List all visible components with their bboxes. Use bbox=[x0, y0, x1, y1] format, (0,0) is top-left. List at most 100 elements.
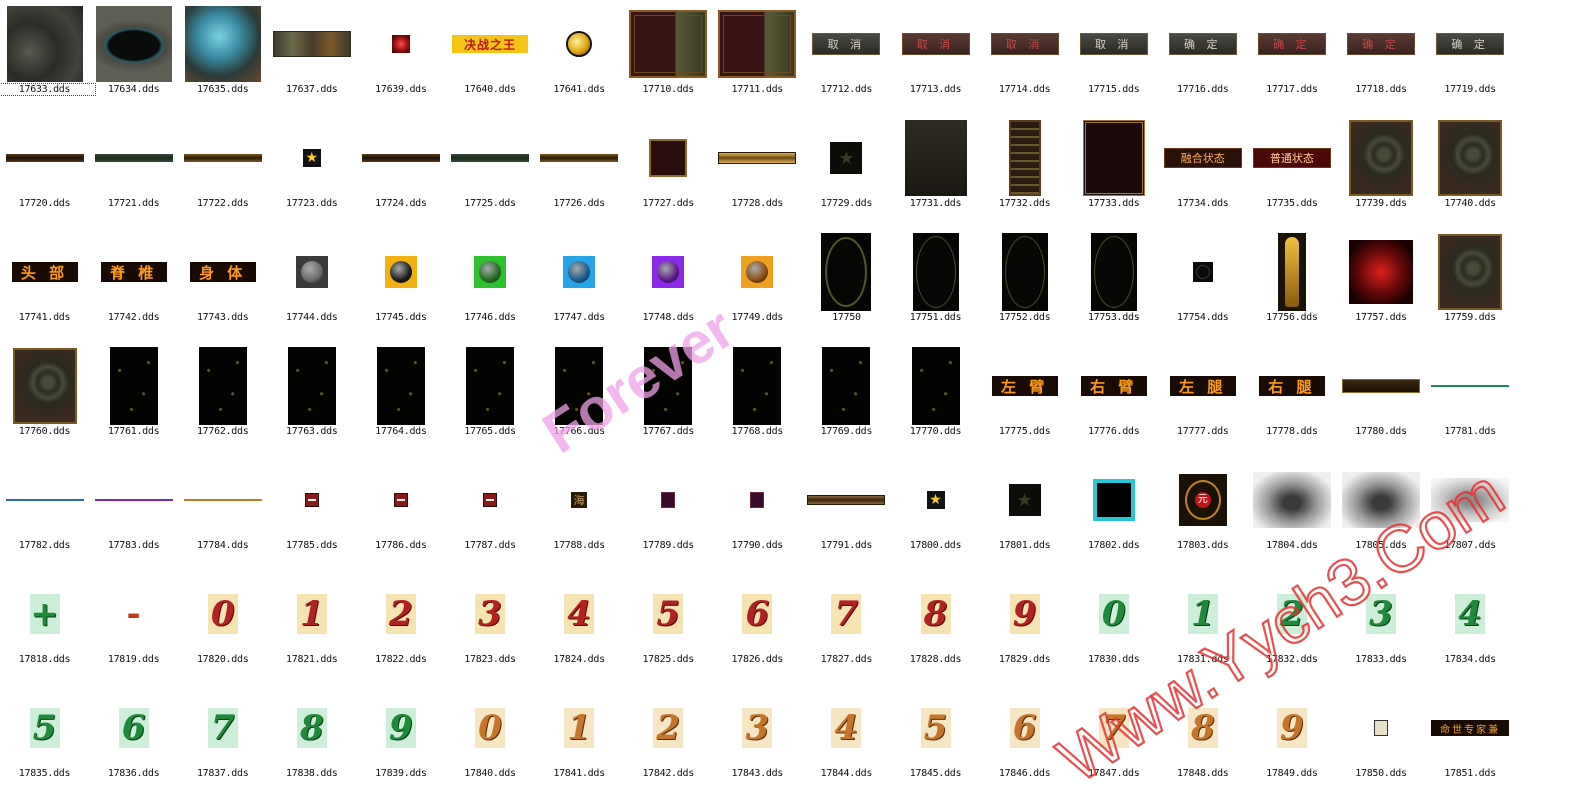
thumbnail-image[interactable] bbox=[624, 342, 713, 430]
thumbnail-image[interactable] bbox=[0, 0, 89, 88]
thumbnail-item[interactable]: 17732.dds bbox=[980, 114, 1069, 228]
thumbnail-item[interactable]: 17639.dds bbox=[356, 0, 445, 114]
thumbnail-item[interactable]: 2 17822.dds bbox=[356, 570, 445, 684]
thumbnail-item[interactable]: 3 17833.dds bbox=[1337, 570, 1426, 684]
thumbnail-image[interactable]: 元 bbox=[1158, 456, 1247, 544]
thumbnail-item[interactable]: 17791.dds bbox=[802, 456, 891, 570]
thumbnail-image[interactable]: 决战之王 bbox=[446, 0, 535, 88]
thumbnail-image[interactable]: 3 bbox=[1337, 570, 1426, 658]
thumbnail-image[interactable] bbox=[267, 228, 356, 316]
thumbnail-item[interactable]: 6 17836.dds bbox=[89, 684, 178, 798]
thumbnail-image[interactable]: 确 定 bbox=[1426, 0, 1515, 88]
thumbnail-item[interactable]: ★ 17800.dds bbox=[891, 456, 980, 570]
thumbnail-item[interactable]: 17807.dds bbox=[1426, 456, 1515, 570]
thumbnail-item[interactable]: 1 17841.dds bbox=[535, 684, 624, 798]
thumbnail-item[interactable]: 17710.dds bbox=[624, 0, 713, 114]
thumbnail-item[interactable]: 3 17843.dds bbox=[713, 684, 802, 798]
thumbnail-item[interactable]: 17784.dds bbox=[178, 456, 267, 570]
thumbnail-image[interactable]: 头 部 bbox=[0, 228, 89, 316]
thumbnail-item[interactable]: 3 17823.dds bbox=[446, 570, 535, 684]
thumbnail-image[interactable]: 确 定 bbox=[1158, 0, 1247, 88]
thumbnail-item[interactable]: 17762.dds bbox=[178, 342, 267, 456]
thumbnail-item[interactable]: 17763.dds bbox=[267, 342, 356, 456]
thumbnail-item[interactable]: 17785.dds bbox=[267, 456, 356, 570]
thumbnail-item[interactable]: 17761.dds bbox=[89, 342, 178, 456]
thumbnail-image[interactable] bbox=[980, 114, 1069, 202]
thumbnail-image[interactable] bbox=[713, 0, 802, 88]
thumbnail-image[interactable] bbox=[267, 342, 356, 430]
thumbnail-item[interactable]: 9 17839.dds bbox=[356, 684, 445, 798]
thumbnail-image[interactable]: 7 bbox=[1069, 684, 1158, 772]
thumbnail-item[interactable]: 17756.dds bbox=[1247, 228, 1336, 342]
thumbnail-item[interactable]: 17764.dds bbox=[356, 342, 445, 456]
thumbnail-image[interactable]: 左 臂 bbox=[980, 342, 1069, 430]
thumbnail-image[interactable] bbox=[446, 342, 535, 430]
thumbnail-image[interactable]: 6 bbox=[980, 684, 1069, 772]
thumbnail-item[interactable]: 5 17845.dds bbox=[891, 684, 980, 798]
thumbnail-image[interactable] bbox=[624, 0, 713, 88]
thumbnail-item[interactable]: 17744.dds bbox=[267, 228, 356, 342]
thumbnail-item[interactable]: 17739.dds bbox=[1337, 114, 1426, 228]
thumbnail-item[interactable]: 17725.dds bbox=[446, 114, 535, 228]
thumbnail-image[interactable]: 8 bbox=[1158, 684, 1247, 772]
thumbnail-image[interactable] bbox=[1426, 342, 1515, 430]
thumbnail-item[interactable]: 元 17803.dds bbox=[1158, 456, 1247, 570]
thumbnail-item[interactable]: 17782.dds bbox=[0, 456, 89, 570]
thumbnail-image[interactable] bbox=[1247, 228, 1336, 316]
thumbnail-image[interactable]: + bbox=[0, 570, 89, 658]
thumbnail-image[interactable] bbox=[980, 228, 1069, 316]
thumbnail-item[interactable]: 取 消 17714.dds bbox=[980, 0, 1069, 114]
thumbnail-image[interactable] bbox=[535, 0, 624, 88]
thumbnail-image[interactable] bbox=[891, 114, 980, 202]
thumbnail-item[interactable]: 17633.dds bbox=[0, 0, 96, 114]
thumbnail-image[interactable]: 右 臂 bbox=[1069, 342, 1158, 430]
thumbnail-item[interactable]: 7 17847.dds bbox=[1069, 684, 1158, 798]
thumbnail-image[interactable]: 2 bbox=[1247, 570, 1336, 658]
thumbnail-image[interactable] bbox=[1247, 456, 1336, 544]
thumbnail-item[interactable]: 4 17834.dds bbox=[1426, 570, 1515, 684]
thumbnail-image[interactable]: 取 消 bbox=[980, 0, 1069, 88]
thumbnail-image[interactable]: 3 bbox=[713, 684, 802, 772]
thumbnail-item[interactable]: 6 17846.dds bbox=[980, 684, 1069, 798]
thumbnail-image[interactable]: 4 bbox=[535, 570, 624, 658]
thumbnail-image[interactable]: 0 bbox=[178, 570, 267, 658]
thumbnail-item[interactable]: 17740.dds bbox=[1426, 114, 1515, 228]
thumbnail-image[interactable]: 8 bbox=[267, 684, 356, 772]
thumbnail-image[interactable]: 身 体 bbox=[178, 228, 267, 316]
thumbnail-image[interactable]: 命世专家兼 bbox=[1426, 684, 1515, 772]
thumbnail-image[interactable]: 6 bbox=[713, 570, 802, 658]
thumbnail-image[interactable] bbox=[1337, 114, 1426, 202]
thumbnail-item[interactable]: 5 17825.dds bbox=[624, 570, 713, 684]
thumbnail-image[interactable] bbox=[0, 456, 89, 544]
thumbnail-image[interactable] bbox=[1069, 228, 1158, 316]
thumbnail-item[interactable]: 取 消 17712.dds bbox=[802, 0, 891, 114]
thumbnail-item[interactable]: 17724.dds bbox=[356, 114, 445, 228]
thumbnail-image[interactable] bbox=[802, 456, 891, 544]
thumbnail-item[interactable]: 17781.dds bbox=[1426, 342, 1515, 456]
thumbnail-item[interactable]: ★ 17723.dds bbox=[267, 114, 356, 228]
thumbnail-item[interactable]: 17748.dds bbox=[624, 228, 713, 342]
thumbnail-image[interactable] bbox=[0, 342, 89, 430]
thumbnail-image[interactable]: 7 bbox=[178, 684, 267, 772]
thumbnail-image[interactable] bbox=[535, 228, 624, 316]
thumbnail-item[interactable]: 8 17848.dds bbox=[1158, 684, 1247, 798]
thumbnail-image[interactable] bbox=[713, 114, 802, 202]
thumbnail-image[interactable] bbox=[178, 456, 267, 544]
thumbnail-image[interactable] bbox=[1337, 684, 1426, 772]
thumbnail-image[interactable]: 3 bbox=[446, 570, 535, 658]
thumbnail-image[interactable] bbox=[356, 0, 445, 88]
thumbnail-image[interactable] bbox=[1426, 228, 1515, 316]
thumbnail-item[interactable]: 17765.dds bbox=[446, 342, 535, 456]
thumbnail-item[interactable]: 确 定 17719.dds bbox=[1426, 0, 1515, 114]
thumbnail-image[interactable]: 1 bbox=[535, 684, 624, 772]
thumbnail-image[interactable]: 确 定 bbox=[1337, 0, 1426, 88]
thumbnail-item[interactable]: 17728.dds bbox=[713, 114, 802, 228]
thumbnail-image[interactable] bbox=[356, 342, 445, 430]
thumbnail-item[interactable]: 融合状态 17734.dds bbox=[1158, 114, 1247, 228]
thumbnail-image[interactable] bbox=[713, 456, 802, 544]
thumbnail-image[interactable]: ★ bbox=[267, 114, 356, 202]
thumbnail-image[interactable] bbox=[89, 114, 178, 202]
thumbnail-image[interactable] bbox=[624, 456, 713, 544]
thumbnail-item[interactable]: 右 腿 17778.dds bbox=[1247, 342, 1336, 456]
thumbnail-item[interactable]: 17757.dds bbox=[1337, 228, 1426, 342]
